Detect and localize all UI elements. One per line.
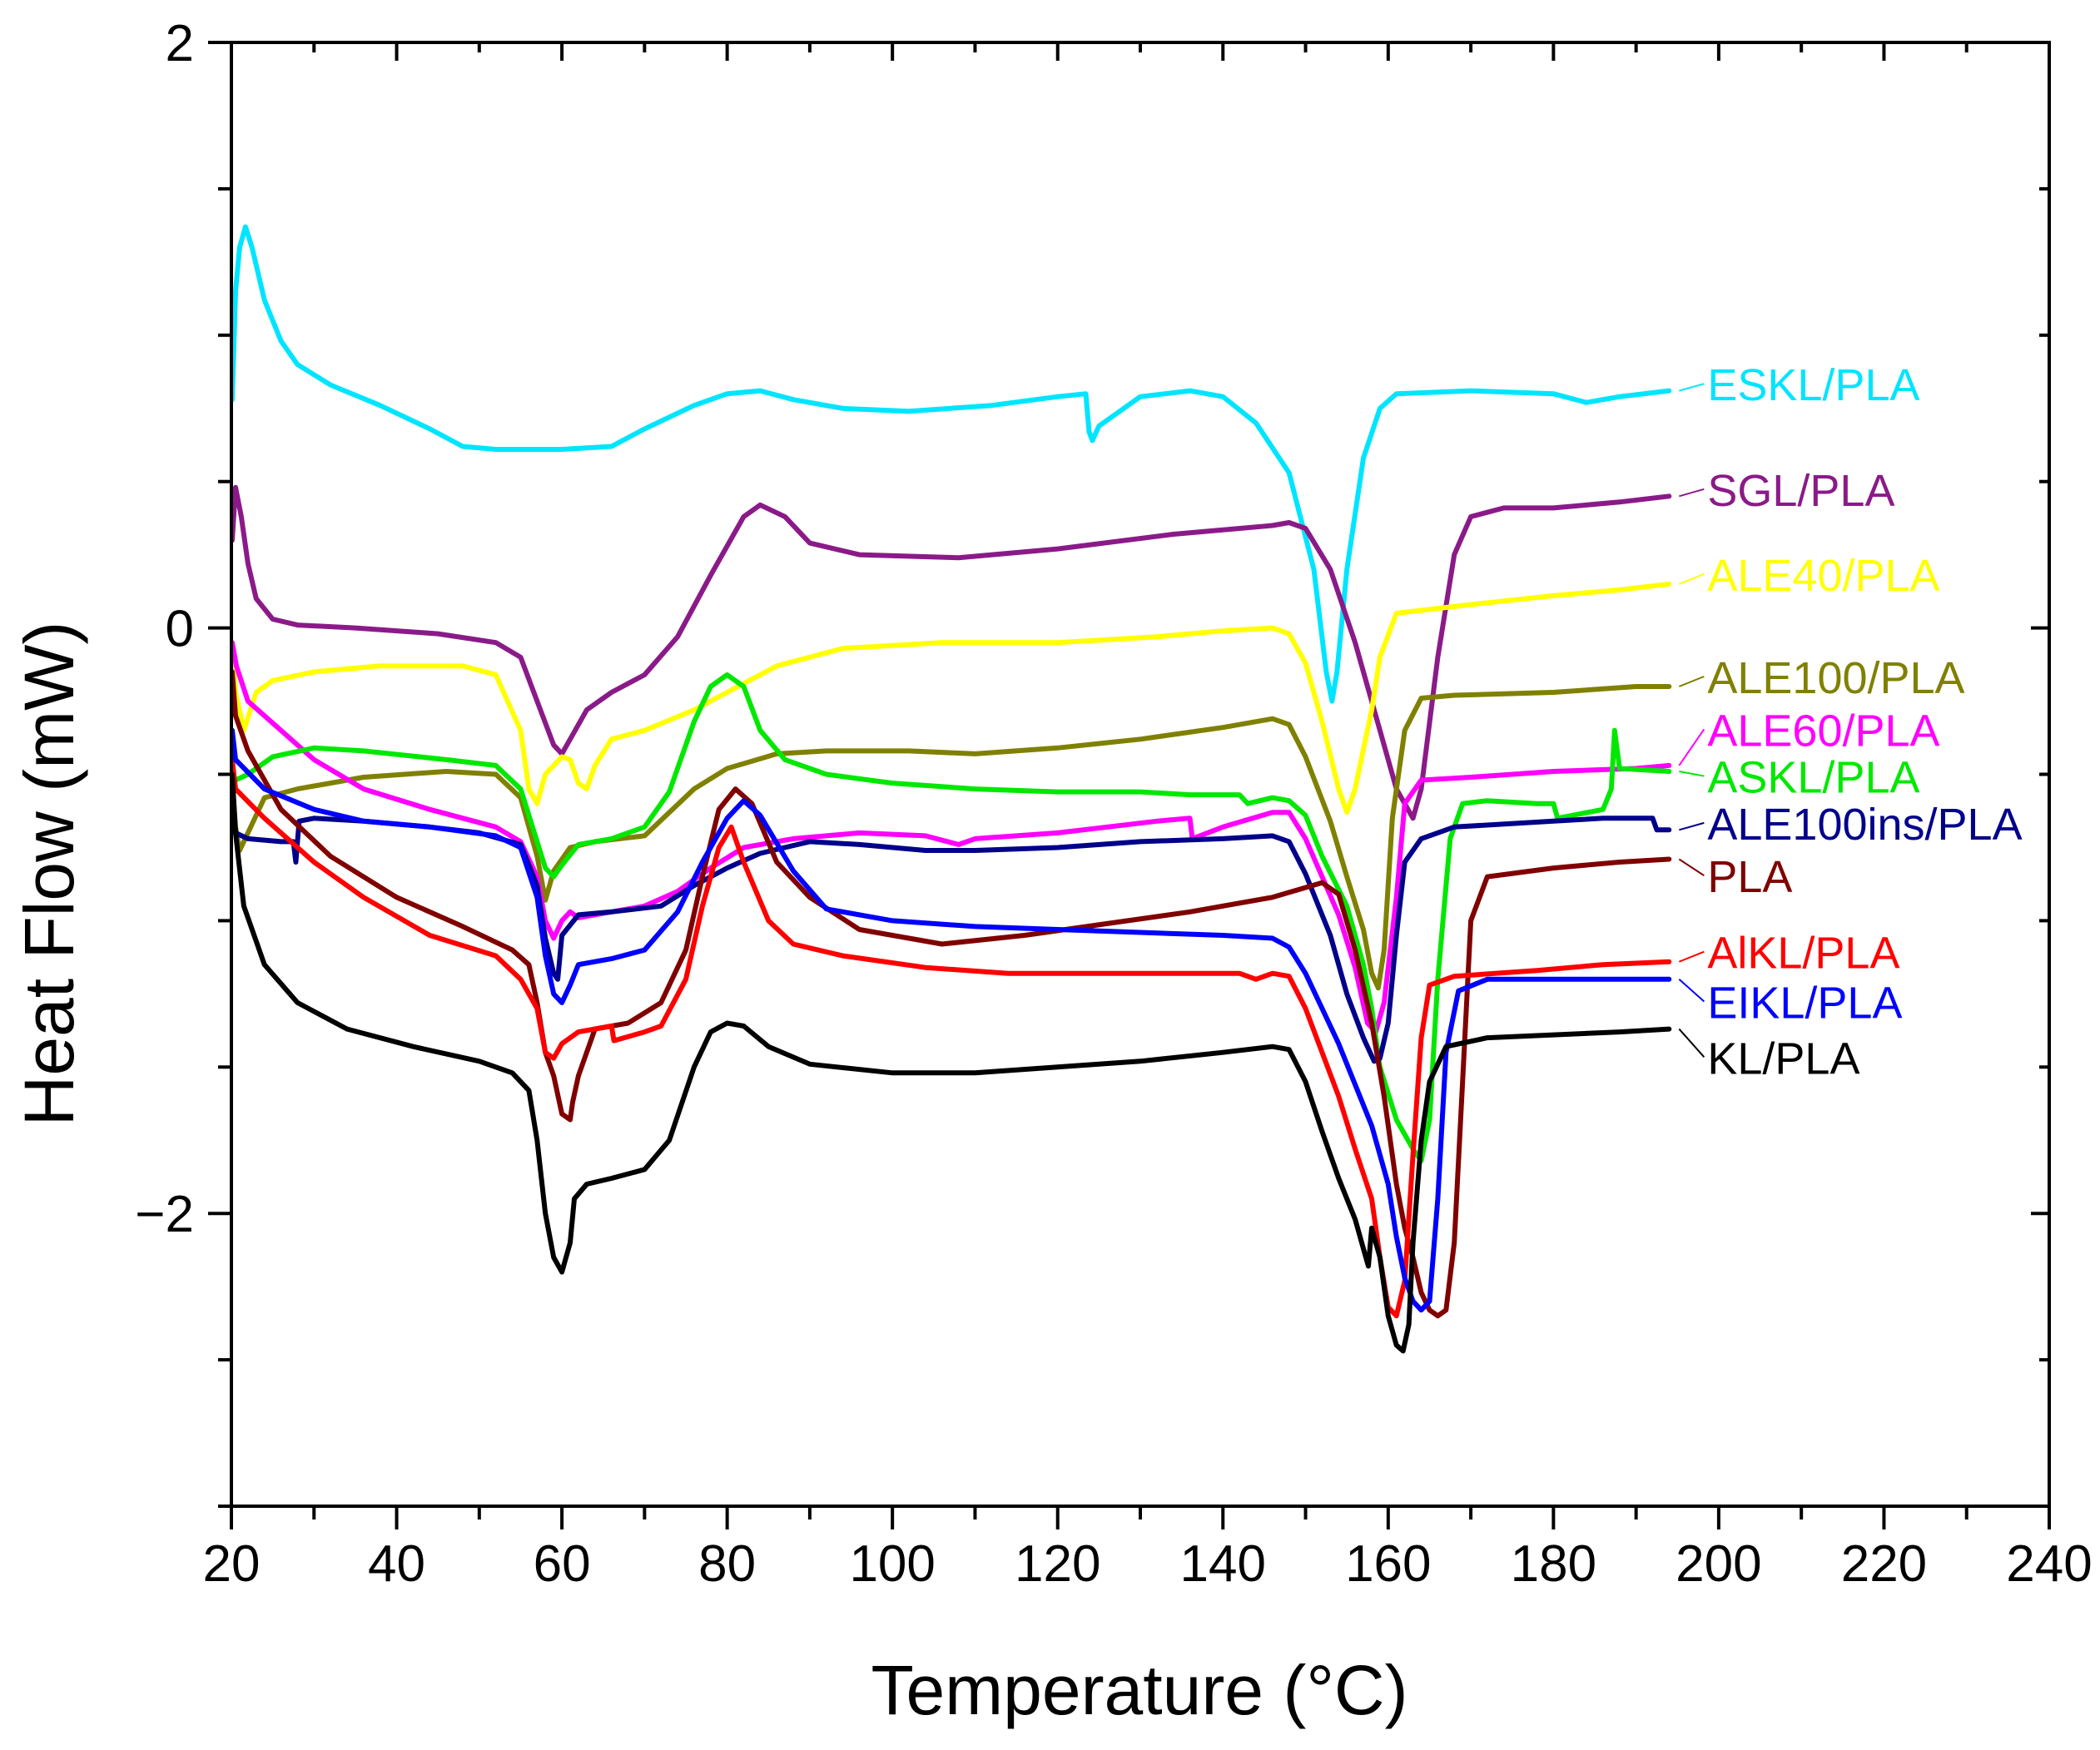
x-tick-label: 240 (2006, 1535, 2092, 1593)
legend-label-ale60-pla: ALE60/PLA (1707, 706, 1939, 756)
series-line-askl-pla (230, 672, 1672, 1163)
legend-label-ale40-pla: ALE40/PLA (1707, 551, 1939, 601)
x-tick-label: 100 (849, 1535, 935, 1593)
x-tick-label: 60 (534, 1535, 591, 1593)
series-line-ale40-pla (230, 581, 1672, 816)
y-axis-label: Heat Flow (mW) (10, 622, 88, 1127)
series-layer (230, 224, 1672, 1354)
legend-leader (1679, 821, 1705, 831)
x-tick-label: 220 (1841, 1535, 1927, 1593)
legend-label-sgl-pla: SGL/PLA (1707, 466, 1894, 516)
series-line-ale100-pla (230, 684, 1672, 991)
x-tick-label: 40 (368, 1535, 425, 1593)
series-line-ale60-pla (230, 640, 1672, 1035)
series-line-kl-pla (230, 771, 1672, 1354)
series-line-eikl-pla (230, 727, 1672, 1313)
legend-label-kl-pla: KL/PLA (1707, 1034, 1859, 1083)
y-tick-label: −2 (135, 1186, 194, 1243)
x-tick-label: 200 (1676, 1535, 1761, 1593)
legend-label-askl-pla: ASKL/PLA (1707, 753, 1919, 803)
x-tick-label: 140 (1180, 1535, 1266, 1593)
legend-leader (1678, 950, 1705, 963)
x-tick-label: 20 (203, 1535, 261, 1593)
legend-label-eskl-pla: ESKL/PLA (1707, 360, 1919, 410)
series-line-sgl-pla (230, 484, 1672, 821)
legend-label-alkl-pla: AlKL/PLA (1707, 929, 1899, 979)
legend-leader (1678, 573, 1705, 585)
legend-layer: ESKL/PLA SGL/PLA ALE40/PLA ALE100/PLAALE60/… (1678, 360, 2023, 1083)
y-tick-label: 0 (166, 601, 194, 658)
legend-leader (1679, 488, 1705, 498)
legend-label-ale100-pla: ALE100/PLA (1707, 653, 1964, 703)
x-tick-label: 80 (698, 1535, 756, 1593)
legend-leader (1679, 770, 1705, 777)
legend-label-eikl-pla: EIKL/PLA (1707, 978, 1902, 1028)
legend-leader (1678, 676, 1705, 687)
series-line-alkl-pla (230, 756, 1672, 1319)
legend-leader (1678, 728, 1705, 766)
legend-leader (1678, 858, 1705, 877)
legend-label-ale100ins-pla: ALE100ins/PLA (1707, 800, 2022, 850)
legend-label-pla: PLA (1707, 852, 1792, 902)
series-line-pla (230, 669, 1672, 1319)
x-tick-label: 160 (1345, 1535, 1431, 1593)
series-line-eskl-pla (230, 224, 1672, 704)
x-tick-label: 180 (1511, 1535, 1596, 1593)
legend-leader (1678, 1028, 1705, 1058)
y-tick-label: 2 (166, 15, 194, 72)
legend-leader (1679, 383, 1705, 392)
x-tick-label: 120 (1015, 1535, 1100, 1593)
x-axis-label: Temperature (°C) (871, 1651, 1407, 1729)
legend-leader (1678, 979, 1705, 1003)
